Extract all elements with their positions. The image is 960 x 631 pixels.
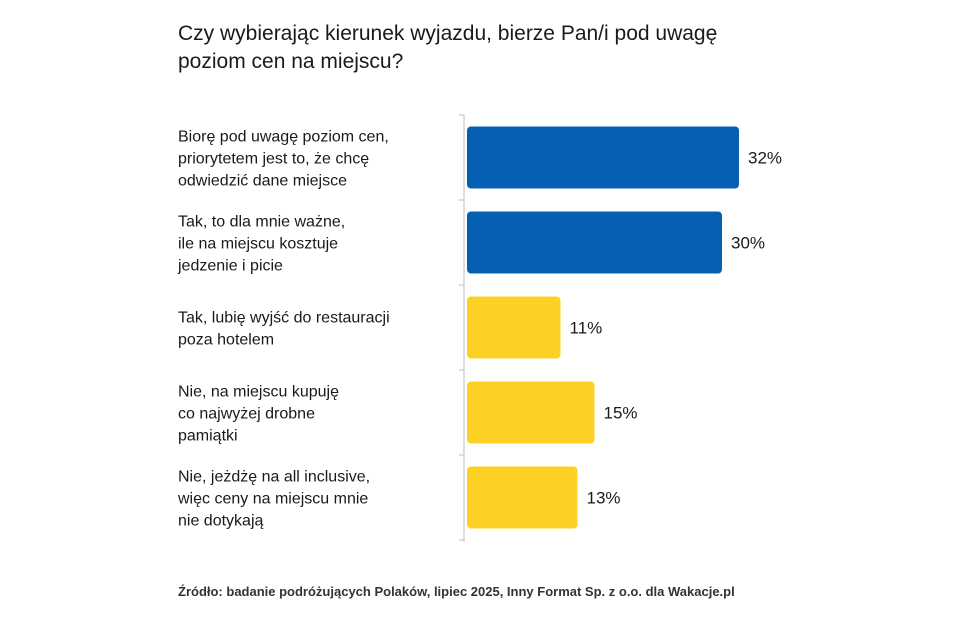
category-label-1: Biorę pod uwagę poziom cen, priorytetem j… [178, 129, 389, 190]
category-label-4: Nie, na miejscu kupuję co najwyżej drobne… [178, 384, 339, 445]
category-label-line: Nie, jeżdżę na all inclusive, [178, 469, 370, 486]
bar-1 [467, 126, 739, 189]
value-label-3: 11% [570, 319, 603, 338]
category-label-line: więc ceny na miejscu mnie [177, 491, 368, 508]
category-label-line: odwiedzić dane miejsce [178, 173, 347, 190]
bar-2 [467, 211, 722, 274]
value-label-4: 15% [604, 404, 638, 423]
value-label-1: 32% [748, 149, 782, 168]
category-label-line: poza hotelem [178, 332, 274, 349]
category-label-3: Tak, lubię wyjść do restauracji poza hote… [178, 310, 390, 349]
category-label-2: Tak, to dla mnie ważne, ile na miejscu ko… [177, 214, 345, 275]
bar-4 [467, 381, 595, 444]
category-label-line: Tak, lubię wyjść do restauracji [178, 310, 390, 327]
source-note: Źródło: badanie podróżujących Polaków, l… [178, 584, 735, 599]
category-label-line: co najwyżej drobne [178, 406, 315, 423]
category-label-line: Biorę pod uwagę poziom cen, [178, 129, 389, 146]
value-label-2: 30% [731, 234, 765, 253]
category-label-line: Nie, na miejscu kupuję [178, 384, 339, 401]
chart-title: Czy wybierając kierunek wyjazdu, bierze … [178, 22, 718, 73]
value-label-5: 13% [587, 489, 621, 508]
bar-3 [467, 296, 561, 359]
category-label-line: pamiątki [178, 428, 238, 445]
category-label-line: ile na miejscu kosztuje [178, 236, 338, 253]
category-label-line: Tak, to dla mnie ważne, [178, 214, 345, 231]
category-label-line: nie dotykają [178, 513, 263, 530]
category-label-5: Nie, jeżdżę na all inclusive, więc ceny n… [177, 469, 370, 530]
category-label-line: jedzenie i picie [177, 258, 283, 275]
category-label-line: priorytetem jest to, że chcę [178, 151, 369, 168]
bar-5 [467, 466, 578, 529]
